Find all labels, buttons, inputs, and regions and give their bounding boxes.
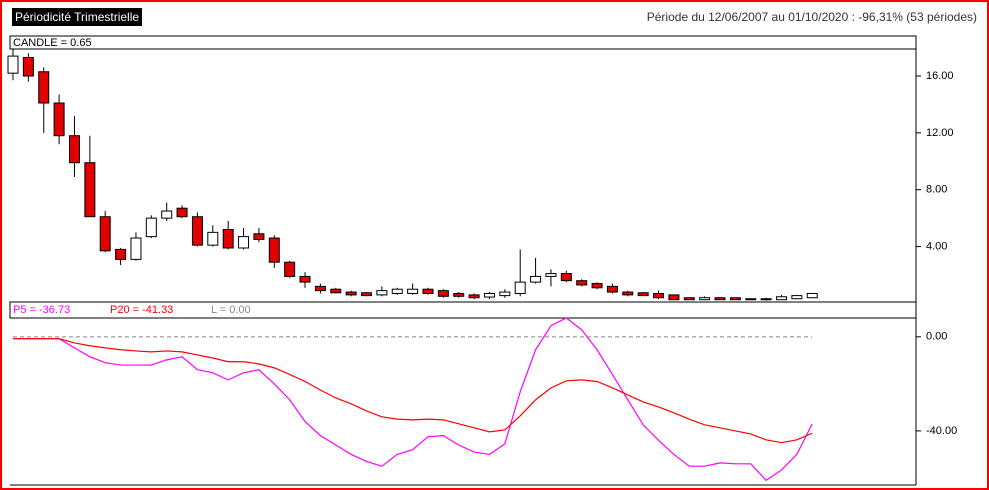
candle-body (576, 280, 588, 286)
candle-body (729, 297, 741, 301)
candle-body (407, 288, 419, 294)
candle-body (314, 285, 326, 292)
candle-body (468, 294, 480, 299)
candle-body (222, 229, 234, 249)
candle-body (345, 291, 357, 296)
y-tick-label: 8.00 (926, 184, 947, 196)
candle-body (391, 288, 403, 294)
candle-body (745, 298, 757, 301)
candle-body (330, 288, 342, 294)
candle-body (699, 297, 711, 301)
candle-body (376, 290, 388, 296)
candle-body (84, 162, 96, 218)
legend-label: P20 = -41.33 (110, 304, 173, 316)
candle-label: CANDLE = 0.65 (13, 37, 92, 49)
line-series (13, 338, 813, 444)
candle-body (284, 261, 296, 277)
y-tick-label: 4.00 (926, 240, 947, 252)
candle-body (453, 292, 465, 297)
candle-body (99, 216, 111, 252)
level-label: L = 0.00 (211, 304, 251, 316)
candle-body (422, 288, 434, 294)
candle-body (38, 71, 50, 104)
candle-body (560, 273, 572, 282)
candle-body (22, 57, 34, 77)
candle-body (437, 290, 449, 297)
candle-body (591, 283, 603, 289)
candle-body (606, 285, 618, 293)
candle-body (653, 292, 665, 299)
candle-body (268, 237, 280, 263)
candle-body (668, 294, 680, 301)
candle-body (207, 231, 219, 246)
candle-body (253, 233, 265, 240)
candle-body (53, 102, 65, 137)
candle-body (776, 296, 787, 301)
candle-body (68, 135, 80, 164)
candle-body (514, 281, 526, 294)
candle-body (483, 292, 495, 298)
panel-header (9, 35, 917, 50)
candle-body (806, 292, 818, 299)
candle-body (545, 273, 557, 277)
candle-body (145, 217, 157, 238)
candle-body (130, 237, 142, 260)
y-tick-label: 16.00 (926, 70, 954, 82)
y-tick-label: 12.00 (926, 127, 954, 139)
candle-body (637, 292, 649, 297)
title: Périodicité Trimestrielle (12, 8, 143, 26)
candle-body (714, 297, 726, 301)
period: Période du 12/06/2007 au 01/10/2020 : -9… (646, 10, 977, 24)
candle-body (115, 248, 127, 260)
candle-body (299, 275, 311, 283)
candle-body (683, 297, 695, 301)
candle-body (361, 292, 373, 297)
legend-label: P5 = -36.73 (13, 304, 70, 316)
line-series (13, 317, 813, 482)
candle-body (176, 207, 188, 218)
candle-body (760, 298, 772, 301)
candle-body (161, 210, 173, 219)
candle-body (791, 295, 803, 300)
candle-body (238, 236, 250, 249)
candle-body (7, 55, 19, 74)
candle-body (499, 291, 511, 297)
y-tick-label: -40.00 (926, 425, 957, 437)
candle-body (622, 291, 634, 296)
candle-body (191, 216, 203, 246)
candle-body (530, 275, 542, 283)
y-tick-label: 0.00 (926, 331, 947, 343)
